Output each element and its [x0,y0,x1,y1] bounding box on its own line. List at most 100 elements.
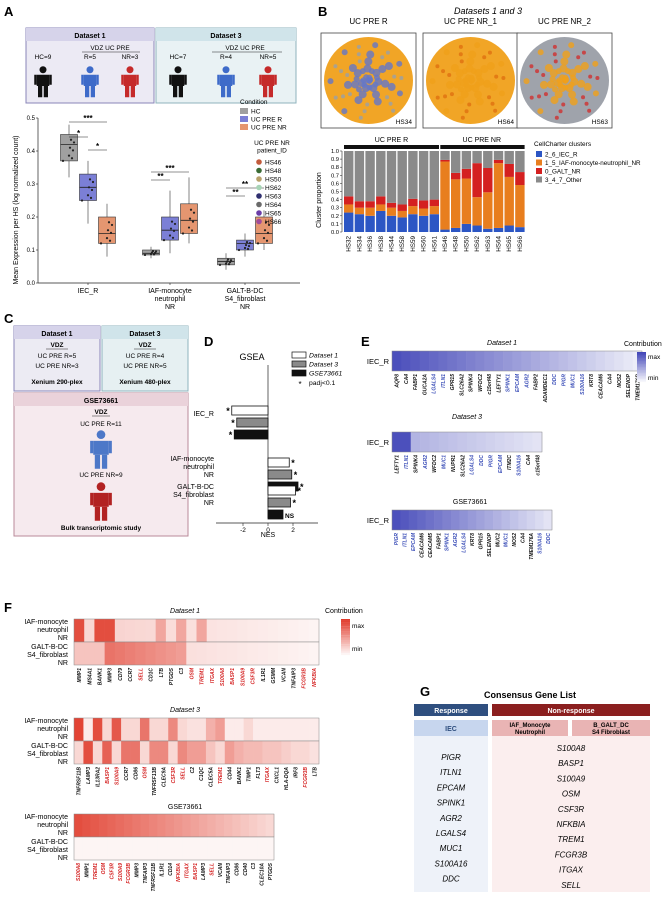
bar-segment [440,161,450,230]
legend-gradient [341,651,350,654]
x-tick-label: IEC_R [78,288,99,295]
c-dataset3-plex: Xenium 480-plex [119,379,171,386]
f-row-label: IAF-monocyte neutrophil NR [24,718,68,741]
tissue-image: UC PRE NR_1 HS64 [422,17,519,129]
g-nonresponse-gene: TREM1 [557,835,584,844]
gene-label: MMP1 [77,668,83,683]
heatmap-cell [139,741,150,764]
heatmap-cell [177,718,188,741]
heatmap-cell [504,432,515,452]
heatmap-cell [484,351,495,371]
bar-segment [365,215,375,232]
gene-label: CD86 [133,767,139,780]
heatmap-cell [145,642,156,665]
heatmap-cell [168,741,178,764]
heatmap-cell [165,837,175,860]
x-tick-label: HS65 [506,236,513,252]
heatmap-cell [165,642,177,665]
gene-label: AQP8 [395,374,401,389]
heatmap-cell [392,432,402,452]
gene-label: FLT3 [256,767,262,779]
bar-segment [461,168,472,179]
c-dataset3-nr: UC PRE NR=5 [123,363,167,370]
bar-segment [344,151,354,197]
gene-label: MUC1 [504,533,510,547]
heatmap-cell [401,351,411,371]
significance-mark: ** [157,172,164,181]
legend-gradient [637,371,646,374]
gene-label: TREM1 [93,863,99,880]
dataset1-header [26,28,154,41]
patient-label: HS63 [265,194,282,201]
significance-mark: * [300,482,304,492]
panel-label-e: E [361,334,370,349]
heatmap-cell [186,619,197,642]
bar-segment [504,225,514,232]
heatmap-cell [215,718,226,741]
heatmap-cell [74,814,83,837]
heatmap-cell [257,642,269,665]
panel-label-b: B [318,4,327,19]
heatmap-cell [247,619,259,642]
x-tick-label: HS58 [399,236,406,252]
gene-label: PTGDS [169,667,175,685]
patient-dot [256,159,262,165]
heatmap-cell [130,718,141,741]
gene-label: LEFTY1 [496,374,502,393]
legend-swatch [536,159,542,166]
gene-label: SELL [210,863,216,876]
gene-label: AGR2 [524,374,530,389]
legend-star: * [298,380,301,389]
g-iaf-header [492,720,568,736]
g-iec-header [414,720,488,736]
person-icon [217,66,235,98]
gene-label: CD14 [168,863,174,876]
bar-segment [418,151,429,201]
heatmap-cell [176,619,187,642]
patient-label: HS65 [265,211,282,218]
panel-d-title: GSEA [239,352,264,362]
heatmap-cell [190,814,200,837]
legend-gradient [637,379,646,381]
legend-gradient [637,358,646,360]
heatmap-cell [558,351,569,371]
heatmap-cell [300,718,310,741]
category-label: GALT-B-DC S4_fibroblast NR [173,484,214,507]
g-galt-header [572,720,650,736]
g-response-gene: S100A16 [435,859,468,868]
tissue-image-id: HS63 [592,119,609,126]
gene-label: GSMM [271,667,277,683]
gene-label: CSF3R [171,767,177,784]
c-dataset3-r: UC PRE R=4 [126,353,165,360]
gene-label: LGALS4 [470,455,476,475]
heatmap-cell [501,510,511,530]
gene-label: LTB [312,767,318,777]
heatmap-cell [224,837,233,860]
gene-label: CLEC9A [162,767,168,787]
gene-label: CD44 [227,767,233,780]
dataset3-title: Dataset 3 [210,33,241,40]
heatmap-cell [207,837,216,860]
heatmap-cell [410,351,421,371]
legend-gradient [341,619,350,621]
boxplot-box [60,124,78,178]
g-nonresponse-gene: ITGAX [559,866,584,875]
significance-mark: *** [83,114,93,123]
f-d1-title: Dataset 1 [170,608,200,615]
legend-gradient [341,647,350,650]
gene-label: FABP2 [534,374,540,390]
gene-label: C3 [251,863,257,870]
legend-label: HC [251,109,261,116]
legend-patient-title: UC PRE NR patient_ID [254,140,290,154]
gene-label: PTGDS [268,862,274,880]
heatmap-cell [207,814,216,837]
gene-label: PIGR [488,455,494,468]
gene-label: TREM1 [200,668,206,685]
gene-label: SELL [180,767,186,780]
g-nonresponse-gene: S100A9 [557,774,586,783]
e-legend-min: min [648,375,659,382]
heatmap-cell [420,432,430,452]
heatmap-cell [281,718,292,741]
gene-label: SPINK4 [469,374,475,392]
heatmap-cell [94,642,105,665]
